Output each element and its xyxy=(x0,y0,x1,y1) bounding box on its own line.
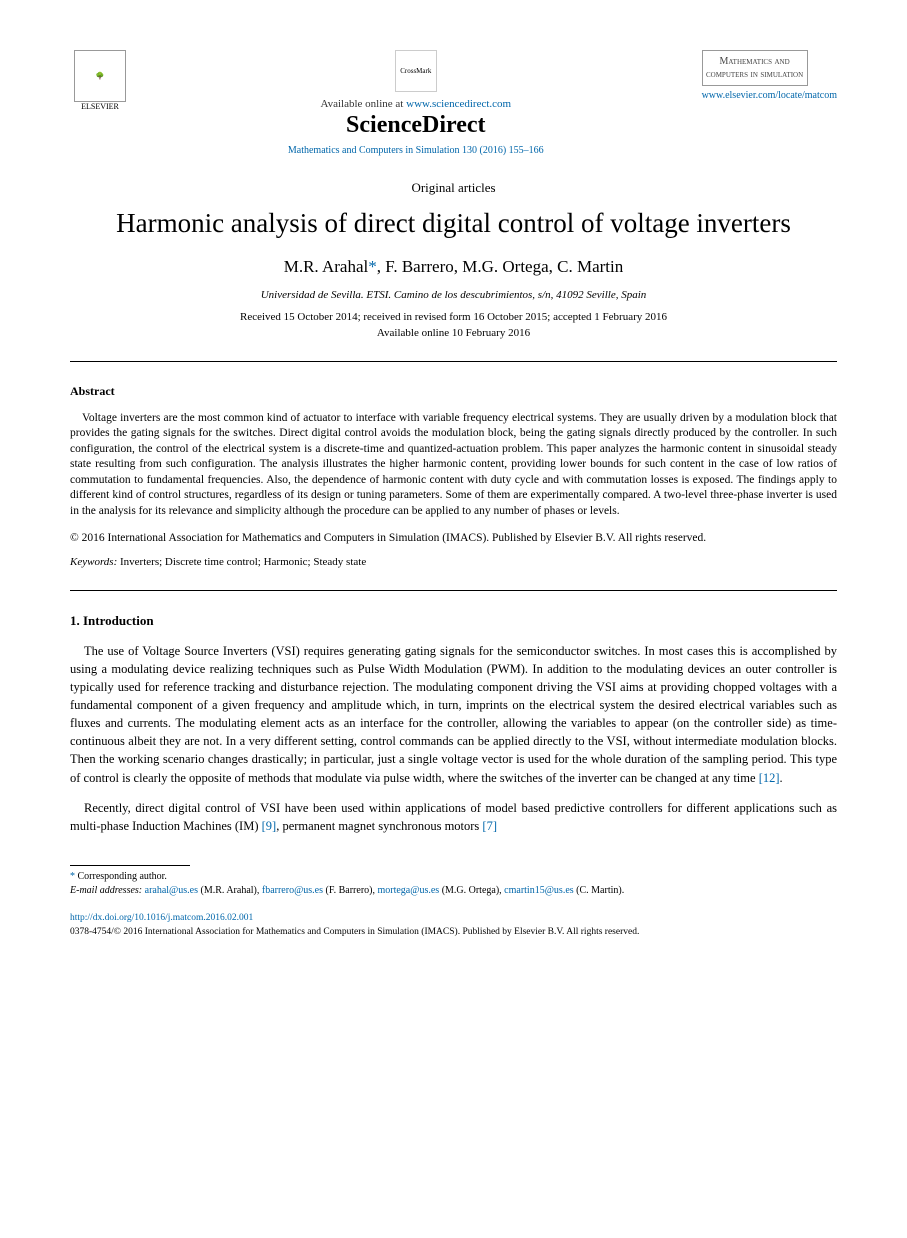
intro-paragraph-1: The use of Voltage Source Inverters (VSI… xyxy=(70,642,837,787)
elsevier-label: ELSEVIER xyxy=(81,102,119,111)
rule-bottom xyxy=(70,590,837,591)
intro-paragraph-2: Recently, direct digital control of VSI … xyxy=(70,799,837,835)
abstract-copyright: © 2016 International Association for Mat… xyxy=(70,531,837,547)
keywords-label: Keywords: xyxy=(70,556,117,568)
issn-line: 0378-4754/© 2016 International Associati… xyxy=(70,926,837,939)
corresponding-mark: * xyxy=(368,257,377,276)
footnote-corresponding: * Corresponding author. xyxy=(70,870,837,884)
email-3[interactable]: mortega@us.es xyxy=(377,885,439,896)
email-label: E-mail addresses: xyxy=(70,885,142,896)
abstract-heading: Abstract xyxy=(70,384,837,399)
center-header: CrossMark Available online at www.scienc… xyxy=(130,50,702,156)
sciencedirect-brand: ScienceDirect xyxy=(130,112,702,139)
sciencedirect-url[interactable]: www.sciencedirect.com xyxy=(406,98,511,110)
authors-rest: , F. Barrero, M.G. Ortega, C. Martin xyxy=(377,257,624,276)
email-2[interactable]: fbarrero@us.es xyxy=(262,885,323,896)
rule-top xyxy=(70,361,837,362)
intro-p1-a: The use of Voltage Source Inverters (VSI… xyxy=(70,644,837,785)
keywords-values: Inverters; Discrete time control; Harmon… xyxy=(117,556,366,568)
dates-line-1: Received 15 October 2014; received in re… xyxy=(70,311,837,323)
footnote-emails: E-mail addresses: arahal@us.es (M.R. Ara… xyxy=(70,884,837,898)
locate-link[interactable]: www.elsevier.com/locate/matcom xyxy=(702,90,837,101)
author-first: M.R. Arahal xyxy=(284,257,369,276)
email-4[interactable]: cmartin15@us.es xyxy=(504,885,573,896)
ref-link-12[interactable]: [12] xyxy=(759,771,780,785)
elsevier-logo: 🌳 ELSEVIER xyxy=(70,50,130,120)
email-1[interactable]: arahal@us.es xyxy=(145,885,198,896)
available-online-line: Available online at www.sciencedirect.co… xyxy=(130,98,702,110)
footnote-star-icon: * xyxy=(70,871,75,882)
email-3-who: (M.G. Ortega), xyxy=(439,885,504,896)
email-1-who: (M.R. Arahal), xyxy=(198,885,262,896)
email-4-who: (C. Martin). xyxy=(574,885,625,896)
doi-block: http://dx.doi.org/10.1016/j.matcom.2016.… xyxy=(70,912,837,939)
journal-reference[interactable]: Mathematics and Computers in Simulation … xyxy=(130,145,702,156)
header-row: 🌳 ELSEVIER CrossMark Available online at… xyxy=(70,50,837,156)
section-heading-intro: 1. Introduction xyxy=(70,613,837,629)
page-container: 🌳 ELSEVIER CrossMark Available online at… xyxy=(0,0,907,979)
authors-line: M.R. Arahal*, F. Barrero, M.G. Ortega, C… xyxy=(70,257,837,277)
dates-line-2: Available online 10 February 2016 xyxy=(70,327,837,339)
abstract-text: Voltage inverters are the most common ki… xyxy=(70,411,837,520)
intro-p1-b: . xyxy=(780,771,783,785)
journal-cover-block: Mathematics and computers in simulation … xyxy=(702,50,837,101)
corresponding-label: Corresponding author. xyxy=(78,871,167,882)
footnote-rule xyxy=(70,865,190,866)
crossmark-icon[interactable]: CrossMark xyxy=(395,50,437,92)
ref-link-7[interactable]: [7] xyxy=(482,819,497,833)
email-2-who: (F. Barrero), xyxy=(323,885,377,896)
intro-p2-mid: , permanent magnet synchronous motors xyxy=(276,819,482,833)
article-type: Original articles xyxy=(70,180,837,196)
keywords-line: Keywords: Inverters; Discrete time contr… xyxy=(70,556,837,568)
ref-link-9[interactable]: [9] xyxy=(262,819,277,833)
journal-cover: Mathematics and computers in simulation xyxy=(702,50,808,86)
affiliation: Universidad de Sevilla. ETSI. Camino de … xyxy=(70,289,837,301)
elsevier-tree-icon: 🌳 xyxy=(74,50,126,102)
doi-link[interactable]: http://dx.doi.org/10.1016/j.matcom.2016.… xyxy=(70,913,253,923)
available-prefix: Available online at xyxy=(320,98,406,110)
article-title: Harmonic analysis of direct digital cont… xyxy=(70,208,837,239)
